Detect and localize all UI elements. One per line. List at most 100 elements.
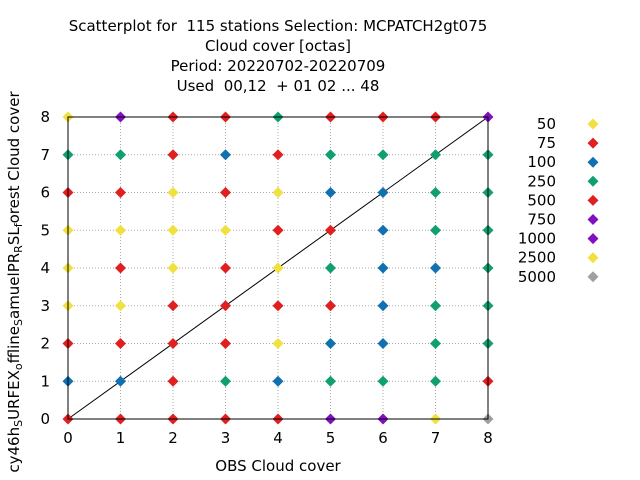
- scatter-point: [220, 300, 231, 312]
- scatter-point: [167, 338, 179, 349]
- legend-marker: [587, 233, 599, 245]
- scatter-point: [430, 187, 441, 198]
- scatter-point: [220, 262, 231, 274]
- y-axis-label-part: ffline: [5, 326, 23, 363]
- scatter-point: [115, 375, 126, 387]
- y-axis-label-part: o: [12, 363, 25, 370]
- scatter-point: [430, 262, 441, 274]
- legend-marker: [587, 271, 599, 283]
- scatter-point: [167, 149, 179, 161]
- y-tick-label: 6: [40, 184, 50, 202]
- scatter-point: [325, 187, 336, 198]
- y-axis-label-part: URFEX: [5, 370, 23, 420]
- scatter-point: [377, 224, 389, 236]
- y-tick-label: 8: [40, 108, 50, 126]
- legend-marker: [587, 175, 599, 187]
- chart-title: Scatterplot for 115 stations Selection: …: [18, 16, 538, 96]
- scatter-point: [325, 338, 336, 349]
- x-tick-label: 7: [431, 429, 441, 447]
- y-axis-label: cy46hSURFEXofflineSamuelPRRSLforest Clou…: [5, 91, 25, 473]
- scatter-point: [115, 262, 126, 274]
- scatter-point: [325, 300, 336, 312]
- scatter-point: [272, 149, 284, 161]
- scatter-point: [167, 224, 179, 236]
- scatter-point: [167, 375, 179, 387]
- legend-marker: [587, 118, 599, 130]
- y-axis-label-part: amuelPR: [5, 253, 23, 319]
- y-axis-label-part: orest Cloud cover: [5, 91, 23, 224]
- y-axis-label-part: f: [12, 222, 25, 227]
- legend-label: 75: [537, 134, 556, 152]
- scatter-point: [272, 187, 284, 198]
- legend-label: 50: [537, 115, 556, 133]
- scatter-point: [115, 224, 126, 236]
- y-tick-labels: 0 1 2 3 4 5 6 7 8: [40, 108, 50, 428]
- title-line-4: Used 00,12 + 01 02 ... 48: [176, 77, 380, 95]
- data-points: [62, 111, 494, 425]
- scatter-point: [430, 375, 441, 387]
- legend-marker: [587, 194, 599, 206]
- y-tick-label: 1: [40, 372, 50, 390]
- legend-marker: [587, 252, 599, 264]
- scatter-point: [272, 375, 284, 387]
- plot-frame: [67, 116, 489, 420]
- scatter-point: [430, 224, 441, 236]
- scatter-point: [377, 187, 389, 198]
- scatter-point: [220, 338, 231, 349]
- scatter-point: [430, 338, 441, 349]
- scatter-point: [377, 262, 389, 274]
- y-tick-label: 7: [40, 146, 50, 164]
- scatter-point: [272, 338, 284, 349]
- scatter-point: [220, 187, 231, 198]
- x-tick-label: 5: [326, 429, 336, 447]
- legend-marker: [587, 156, 599, 168]
- y-axis-label-part: SL: [5, 227, 23, 246]
- scatter-point: [377, 300, 389, 312]
- legend-label: 100: [527, 153, 556, 171]
- y-axis-label-part: cy46h: [5, 427, 23, 473]
- legend-label: 5000: [518, 268, 556, 286]
- x-tick-labels: 0 1 2 3 4 5 6 7 8: [63, 429, 493, 447]
- scatter-point: [272, 300, 284, 312]
- scatter-point: [325, 149, 336, 161]
- title-line-1: Scatterplot for 115 stations Selection: …: [68, 17, 488, 35]
- y-axis-label-part: S: [12, 319, 25, 326]
- legend-marker: [587, 137, 599, 149]
- x-tick-label: 1: [116, 429, 126, 447]
- y-axis-label-part: R: [12, 245, 25, 253]
- scatter-point: [167, 187, 179, 198]
- x-tick-label: 8: [483, 429, 493, 447]
- legend-label: 2500: [518, 249, 556, 267]
- scatter-point: [325, 224, 336, 236]
- scatter-point: [325, 262, 336, 274]
- legend-label: 250: [527, 172, 556, 190]
- legend-label: 750: [527, 211, 556, 229]
- scatter-point: [430, 300, 441, 312]
- x-tick-label: 2: [168, 429, 178, 447]
- x-tick-label: 0: [63, 429, 73, 447]
- scatter-point: [430, 149, 441, 161]
- scatter-point: [115, 149, 126, 161]
- scatter-point: [167, 300, 179, 312]
- y-tick-label: 4: [40, 259, 50, 277]
- x-tick-label: 3: [221, 429, 231, 447]
- y-tick-label: 0: [40, 410, 50, 428]
- scatter-point: [272, 262, 284, 274]
- y-tick-label: 3: [40, 297, 50, 315]
- y-tick-label: 2: [40, 335, 50, 353]
- legend-label: 500: [527, 191, 556, 209]
- title-line-3: Period: 20220702-20220709: [170, 57, 386, 75]
- scatter-point: [325, 375, 336, 387]
- scatter-point: [115, 187, 126, 198]
- scatter-point: [377, 149, 389, 161]
- scatter-point: [377, 338, 389, 349]
- scatter-point: [220, 224, 231, 236]
- x-tick-label: 4: [273, 429, 283, 447]
- scatter-point: [115, 338, 126, 349]
- y-axis-label-part: S: [12, 420, 25, 427]
- x-axis-label: OBS Cloud cover: [215, 457, 341, 475]
- scatter-point: [220, 375, 231, 387]
- scatter-point: [272, 224, 284, 236]
